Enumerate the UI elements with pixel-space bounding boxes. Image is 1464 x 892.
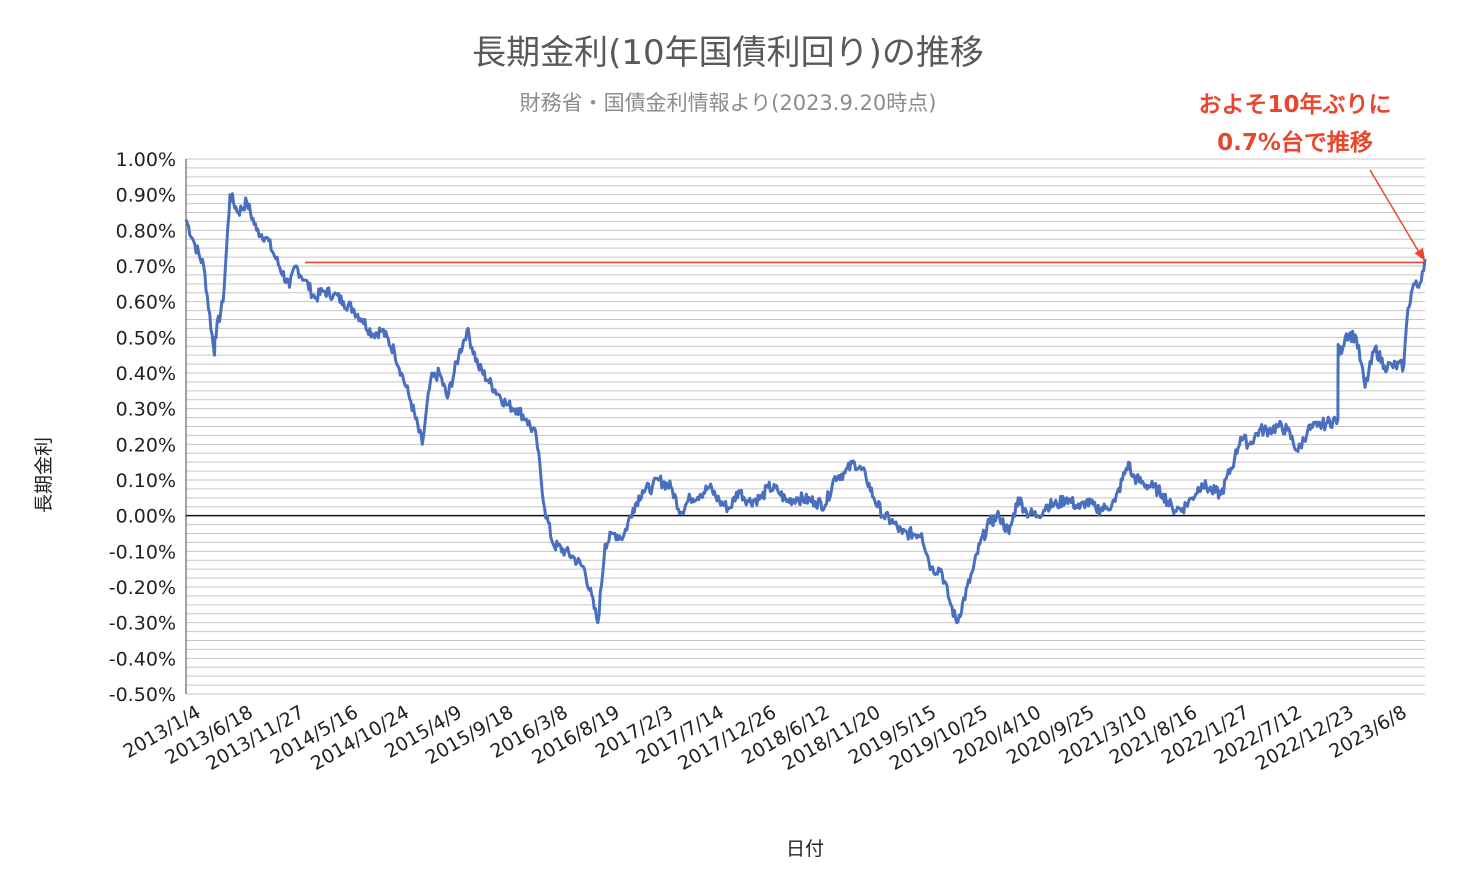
- y-tick-label: 0.50%: [116, 327, 176, 349]
- y-tick-label: 0.10%: [116, 470, 176, 492]
- y-tick-label: 0.40%: [116, 363, 176, 385]
- annotation-line-1: およそ10年ぶりに: [1198, 91, 1391, 118]
- y-tick-label: -0.20%: [109, 577, 176, 599]
- y-tick-label: 0.00%: [116, 506, 176, 528]
- y-tick-label: 1.00%: [116, 149, 176, 171]
- y-tick-label: 0.60%: [116, 292, 176, 314]
- y-tick-label: 0.80%: [116, 220, 176, 242]
- x-axis-ticks: 2013/1/42013/6/182013/11/272014/5/162014…: [120, 701, 1411, 775]
- annotation: およそ10年ぶりに 0.7%台で推移: [1198, 91, 1425, 261]
- y-tick-label: 0.90%: [116, 185, 176, 207]
- plot-lines: [184, 192, 1427, 625]
- series-line: [184, 192, 1427, 625]
- y-tick-label: -0.30%: [109, 613, 176, 635]
- gridlines: [185, 158, 1425, 695]
- chart-title: 長期金利(10年国債利回り)の推移: [472, 33, 984, 73]
- y-tick-label: 0.70%: [116, 256, 176, 278]
- y-axis-label: 長期金利: [33, 437, 55, 513]
- x-axis-label: 日付: [786, 838, 824, 860]
- y-axis-ticks: 1.00% 0.90% 0.80% 0.70% 0.60% 0.50% 0.40% 0.30%…: [109, 149, 176, 706]
- y-tick-label: -0.10%: [109, 541, 176, 563]
- y-tick-label: -0.50%: [109, 684, 176, 706]
- annotation-line-2: 0.7%台で推移: [1217, 129, 1373, 156]
- annotation-arrow-head: [1414, 248, 1425, 261]
- y-tick-label: 0.30%: [116, 399, 176, 421]
- y-tick-label: -0.40%: [109, 648, 176, 670]
- annotation-arrow-line: [1369, 169, 1421, 255]
- y-tick-label: 0.20%: [116, 434, 176, 456]
- chart-subtitle: 財務省・国債金利情報より(2023.9.20時点): [520, 91, 937, 115]
